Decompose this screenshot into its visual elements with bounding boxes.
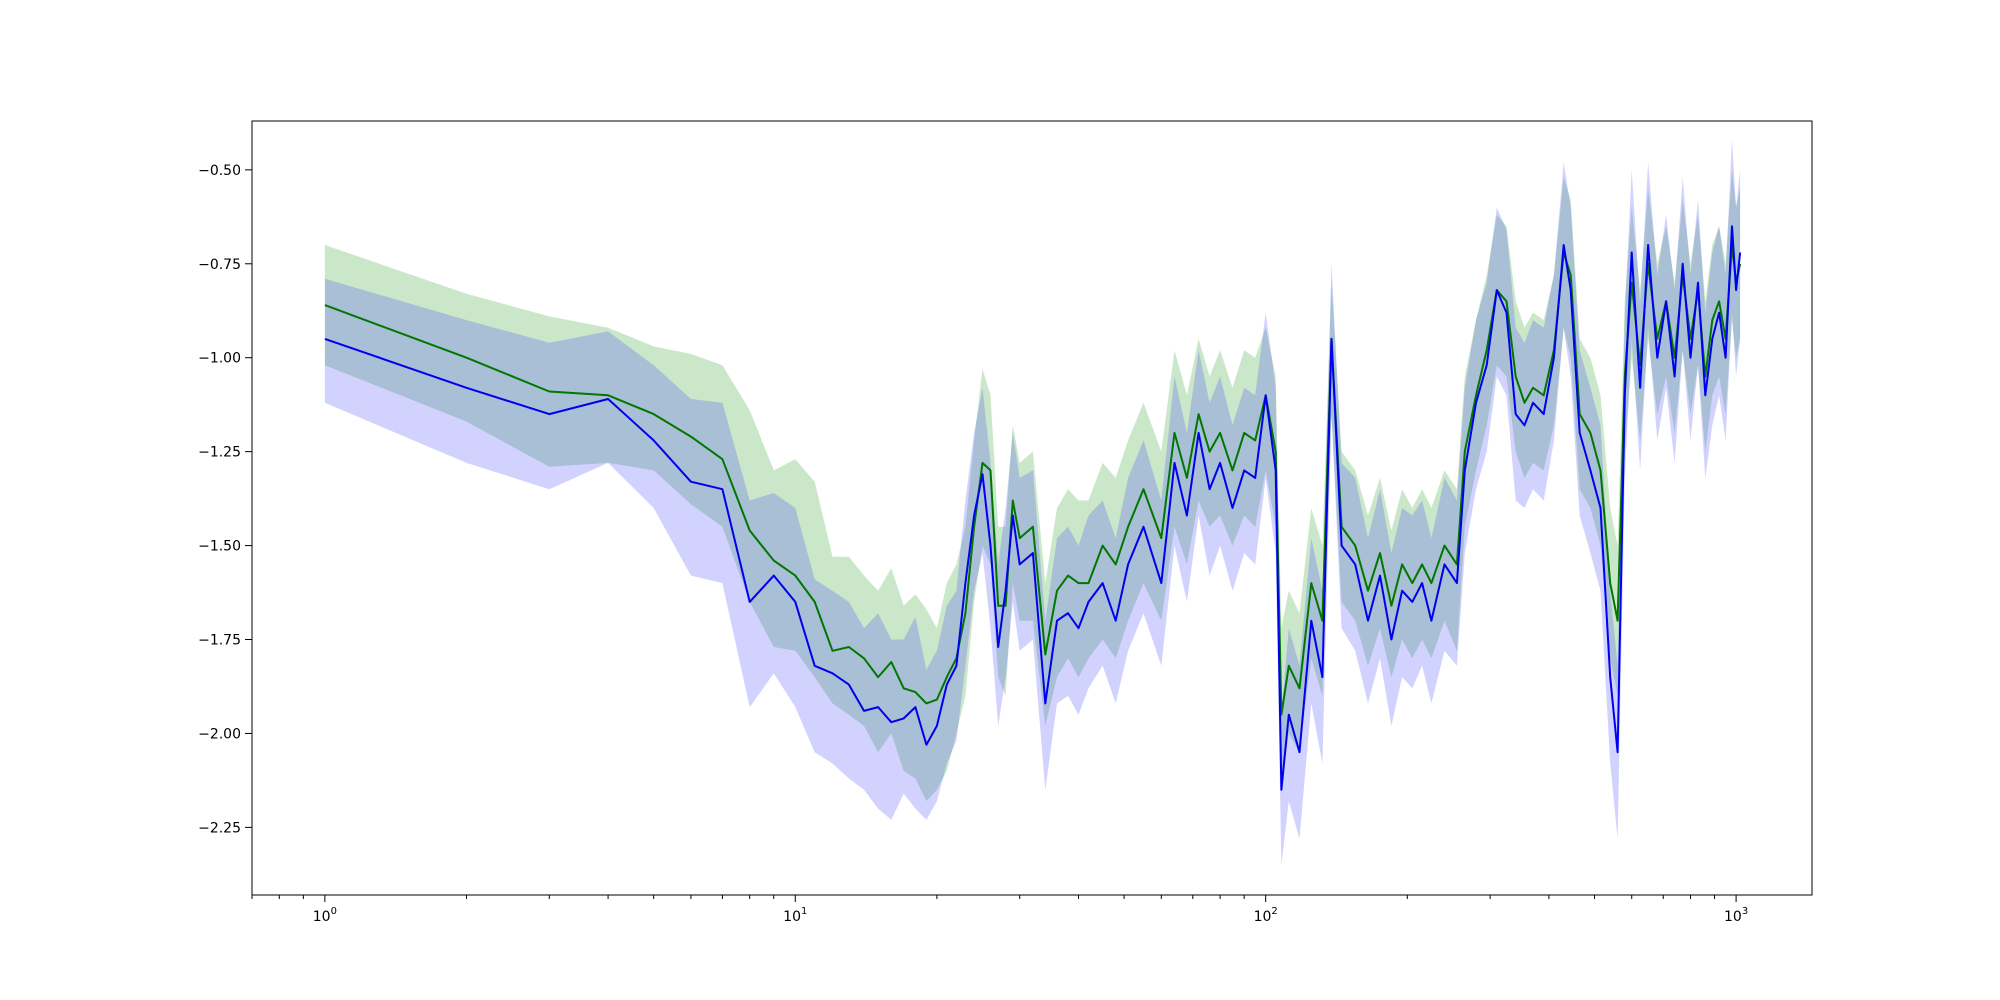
y-tick-label: −1.50: [198, 539, 241, 555]
y-tick-label: −0.75: [198, 257, 241, 273]
blue-series-line: [324, 225, 1742, 791]
y-tick-label: −0.50: [198, 163, 241, 179]
y-tick-label: −1.25: [198, 445, 241, 461]
x-tick-label: 102: [1254, 906, 1278, 925]
plot-frame: [251, 120, 1813, 896]
series-lines: [324, 225, 1742, 791]
x-axis: 100 101 102 103: [251, 895, 1748, 925]
blue-band: [324, 139, 1741, 865]
green-band: [324, 169, 1741, 802]
confidence-bands: [324, 139, 1741, 865]
y-tick-label: −1.00: [198, 351, 241, 367]
y-tick-label: −2.25: [198, 820, 241, 836]
x-tick-label: 101: [783, 906, 807, 925]
y-tick-label: −2.00: [198, 726, 241, 742]
y-tick-label: −1.75: [198, 633, 241, 649]
x-tick-label: 100: [313, 906, 337, 925]
x-tick-label: 103: [1724, 906, 1748, 925]
y-axis: −0.50 −0.75 −1.00 −1.25 −1.50 −1.75 −2.00 −2.25: [198, 163, 252, 836]
